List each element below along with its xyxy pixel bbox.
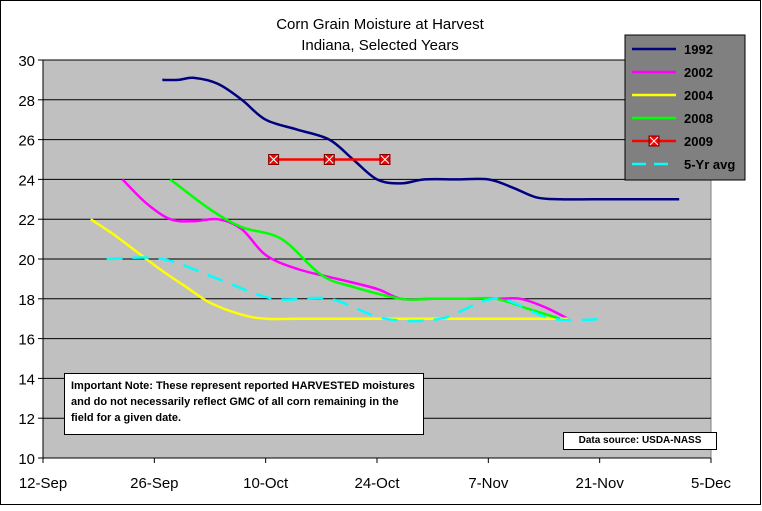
y-tick-label-16: 16 [18,332,35,349]
important-note: Important Note: These represent reported… [64,373,424,435]
y-tick-label-26: 26 [18,133,35,150]
data-source-label: Data source: USDA-NASS [563,432,717,450]
legend-label-2009: 2009 [684,134,713,149]
legend-label-5-yr-avg: 5-Yr avg [684,157,735,172]
legend-label-2008: 2008 [684,111,713,126]
series-line-5-yr-avg [106,256,608,323]
legend-box [624,34,746,181]
y-tick-label-28: 28 [18,93,35,110]
legend-label-2004: 2004 [684,88,714,103]
series-layer [90,76,680,323]
x-tick-label-7-Nov: 7-Nov [468,475,509,492]
chart-subtitle: Indiana, Selected Years [301,37,459,54]
axes: 10 12 14 16 18 20 22 24 26 28 30 12-Sep 26-Sep 10-Oct… [18,53,731,492]
y-tick-label-30: 30 [18,53,35,70]
y-tick-label-18: 18 [18,292,35,309]
series-point-2009-1 [323,154,335,165]
x-tick-label-5-Dec: 5-Dec [691,475,732,492]
legend-label-1992: 1992 [684,42,713,57]
y-tick-label-14: 14 [18,371,35,388]
series-line-2002 [121,178,569,320]
x-tick-label-10-Oct: 10-Oct [243,475,289,492]
x-tick-label-24-Oct: 24-Oct [354,475,400,492]
legend-label-2002: 2002 [684,65,713,80]
y-tick-label-10: 10 [18,451,35,468]
series-point-2009-2 [379,154,391,165]
y-tick-label-20: 20 [18,252,35,269]
legend-marker-2009 [648,135,660,147]
x-tick-label-12-Sep: 12-Sep [19,475,67,492]
x-tick-label-26-Sep: 26-Sep [130,475,178,492]
y-tick-label-12: 12 [18,411,35,428]
series-line-2008 [169,178,561,320]
legend: 1992 2002 2004 2008 2009 5-Yr avg [624,34,746,181]
series-line-1992 [162,76,680,201]
chart-title: Corn Grain Moisture at Harvest [276,16,484,33]
y-tick-label-24: 24 [18,172,35,189]
x-tick-label-21-Nov: 21-Nov [575,475,624,492]
y-tick-label-22: 22 [18,212,35,229]
series-point-2009-0 [268,154,280,165]
